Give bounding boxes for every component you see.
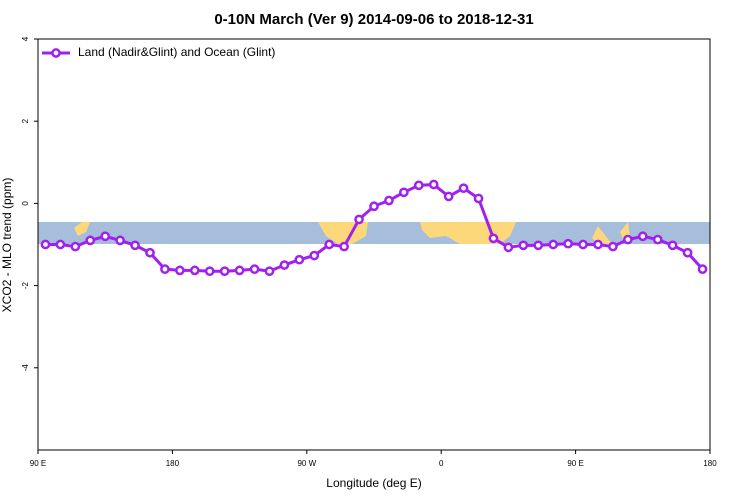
- data-point: [667, 240, 678, 251]
- data-point: [399, 187, 409, 198]
- y-axis-label: XCO2 - MLO trend (ppm): [0, 178, 14, 313]
- y-tick-label: -2: [21, 281, 30, 289]
- data-point: [697, 264, 708, 275]
- x-axis-label: Longitude (deg E): [326, 476, 421, 490]
- data-point: [384, 195, 394, 206]
- data-point: [294, 254, 305, 265]
- data-point: [339, 241, 349, 252]
- data-point: [443, 191, 454, 202]
- data-point: [219, 266, 230, 277]
- data-point: [85, 235, 96, 246]
- plot-frame: [37, 38, 711, 451]
- x-tick-label: 180: [703, 459, 717, 468]
- data-point: [189, 265, 200, 276]
- data-point: [682, 247, 693, 258]
- data-point: [413, 180, 424, 191]
- x-tick-label: 180: [166, 459, 180, 468]
- data-point: [578, 239, 588, 250]
- land: [74, 222, 90, 236]
- data-point: [249, 264, 260, 275]
- data-point: [264, 266, 275, 277]
- data-point: [637, 231, 648, 242]
- land: [592, 226, 612, 244]
- data-point: [279, 260, 290, 270]
- data-point: [533, 240, 544, 251]
- chart-title: 0-10N March (Ver 9) 2014-09-06 to 2018-1…: [214, 11, 533, 28]
- x-tick-label: 90 E: [30, 459, 46, 468]
- data-point: [160, 264, 170, 275]
- y-tick-label: 2: [21, 118, 30, 123]
- map-background: [38, 222, 710, 244]
- x-tick-label: 90 E: [567, 459, 583, 468]
- y-tick-label: -4: [21, 364, 30, 372]
- data-point: [518, 240, 529, 251]
- y-tick-label: 0: [21, 201, 30, 206]
- data-point: [473, 193, 484, 204]
- legend-marker: [51, 48, 61, 58]
- y-tick-label: 4: [21, 36, 30, 41]
- data-point: [55, 239, 66, 250]
- data-point: [309, 250, 320, 261]
- data-point: [70, 241, 81, 252]
- data-point: [652, 234, 663, 245]
- data-point: [115, 235, 125, 246]
- data-point: [204, 266, 215, 277]
- data-point: [40, 239, 51, 250]
- legend-label: Land (Nadir&Glint) and Ocean (Glint): [78, 45, 275, 59]
- data-point: [608, 241, 618, 252]
- data-point: [458, 183, 469, 194]
- data-point: [369, 201, 379, 212]
- data-point: [563, 238, 573, 249]
- data-point: [100, 231, 111, 242]
- data-point: [324, 239, 335, 250]
- data-point: [548, 239, 559, 250]
- data-point: [130, 240, 140, 251]
- x-tick-label: 0: [439, 459, 444, 468]
- data-point: [488, 233, 499, 244]
- data-point: [428, 179, 439, 190]
- data-point: [234, 265, 245, 276]
- x-tick-label: 90 W: [297, 459, 316, 468]
- data-point: [175, 265, 185, 276]
- ocean-band: [38, 222, 710, 244]
- data-point: [145, 247, 155, 258]
- data-point: [593, 239, 603, 250]
- data-point: [623, 234, 633, 245]
- data-point: [503, 242, 514, 253]
- data-point: [354, 214, 364, 225]
